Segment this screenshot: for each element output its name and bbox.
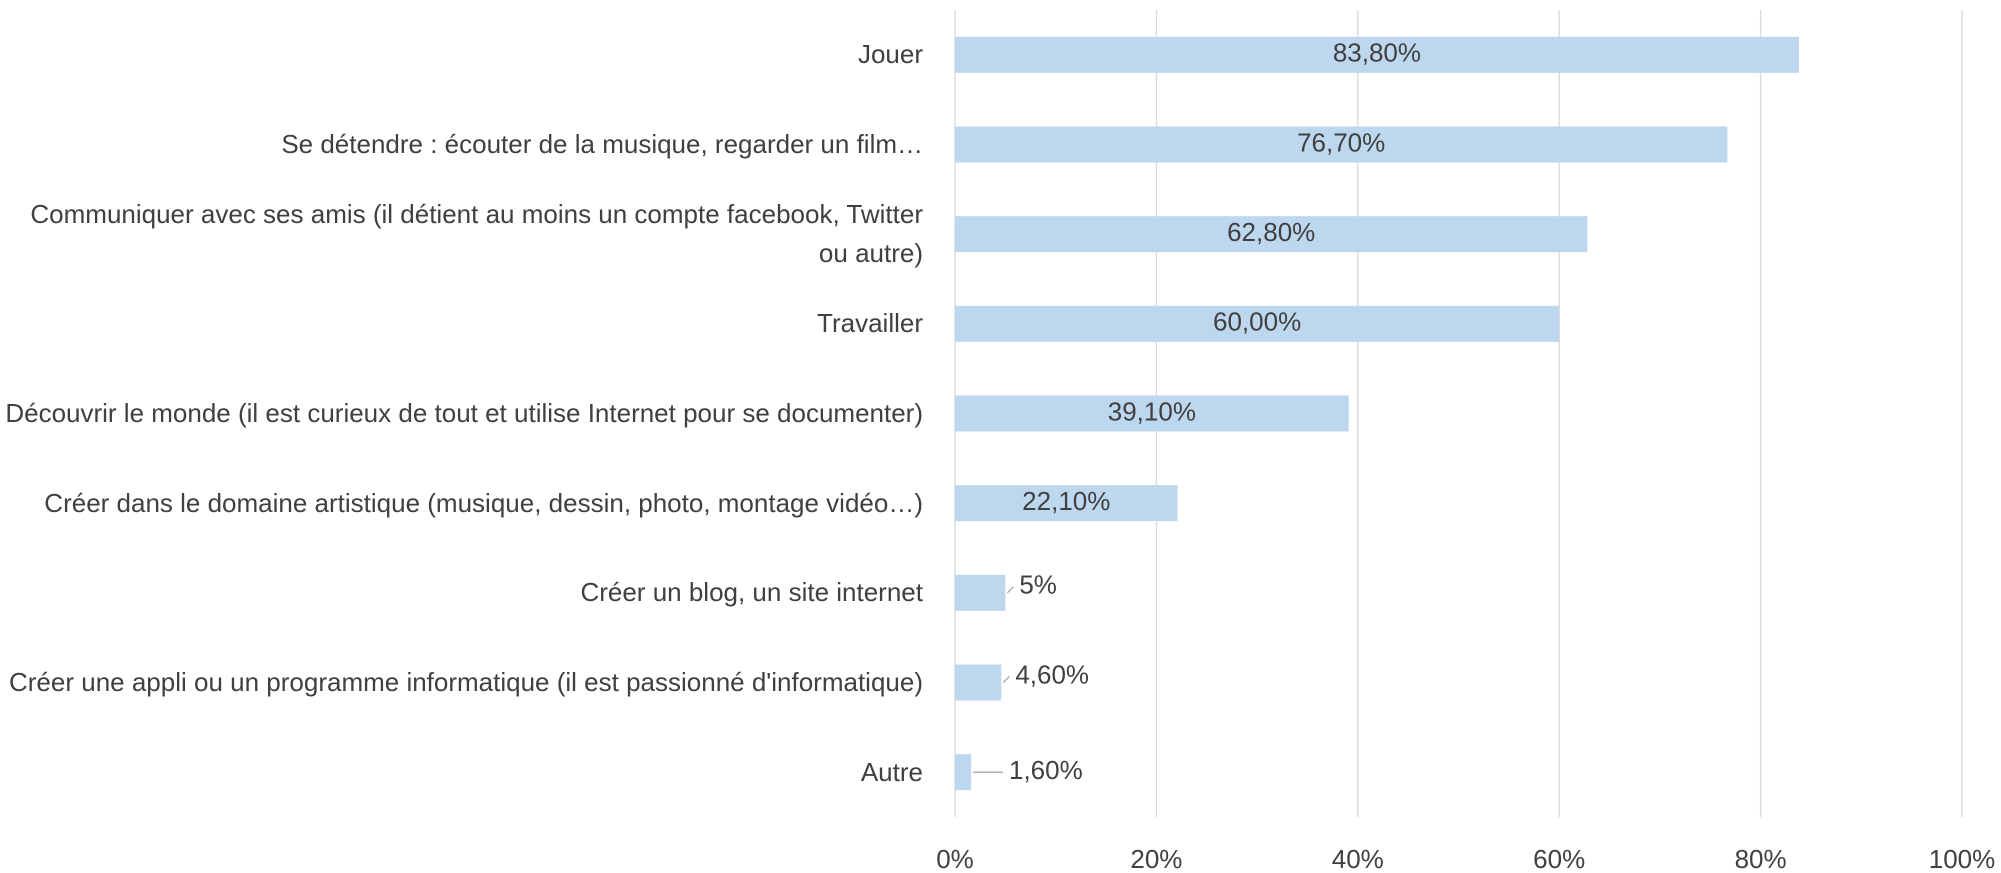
category-label-box: Jouer [857,39,923,70]
x-tick-label: 40% [1332,844,1384,873]
data-label: 60,00% [1213,307,1301,337]
leader-line [1002,676,1010,683]
y-tick-label: Se détendre : écouter de la musique, reg… [281,128,923,159]
y-tick-label: Créer un blog, un site internet [580,577,923,608]
category-label-box: Créer une appli ou un programme informat… [9,666,923,697]
x-tick-label: 100% [1929,844,1996,873]
data-label: 39,10% [1108,396,1196,426]
data-label: 4,60% [1015,659,1089,689]
data-label: 22,10% [1022,486,1110,516]
x-tick-label: 60% [1533,844,1585,873]
bar [955,36,1799,73]
y-tick-label: Jouer [857,39,923,70]
category-label-box: Se détendre : écouter de la musique, reg… [281,128,923,159]
y-tick-label: Créer dans le domaine artistique (musiqu… [44,487,923,518]
category-label-box: Découvrir le monde (il est curieux de to… [5,397,923,428]
bar [955,664,1002,701]
bar [955,305,1560,342]
x-tick-label: 80% [1735,844,1787,873]
data-label: 62,80% [1227,217,1315,247]
data-label: 1,60% [1009,755,1083,785]
category-label-box: Travailler [817,308,923,339]
bar [955,485,1178,522]
data-label: 5% [1019,570,1057,600]
bar [955,574,1006,611]
category-label-box: Créer dans le domaine artistique (musiqu… [44,487,923,518]
bar [955,754,972,791]
category-label-box: Autre [860,756,923,787]
y-tick-label: Découvrir le monde (il est curieux de to… [5,397,923,428]
x-tick-label: 20% [1130,844,1182,873]
leader-line [1006,586,1014,594]
data-label: 83,80% [1333,38,1421,68]
y-tick-label: Autre [860,756,923,787]
bar [955,126,1728,163]
y-tick-label: Travailler [817,308,923,339]
y-tick-label: Créer une appli ou un programme informat… [9,666,923,697]
x-tick-label: 0% [936,844,974,873]
data-label: 76,70% [1297,127,1385,157]
category-label-box: Communiquer avec ses amis (il détient au… [30,199,923,269]
category-label-box: Créer un blog, un site internet [580,577,923,608]
bar [955,395,1349,432]
y-tick-label: Communiquer avec ses amis (il détient au… [30,199,923,269]
bar [955,216,1588,253]
